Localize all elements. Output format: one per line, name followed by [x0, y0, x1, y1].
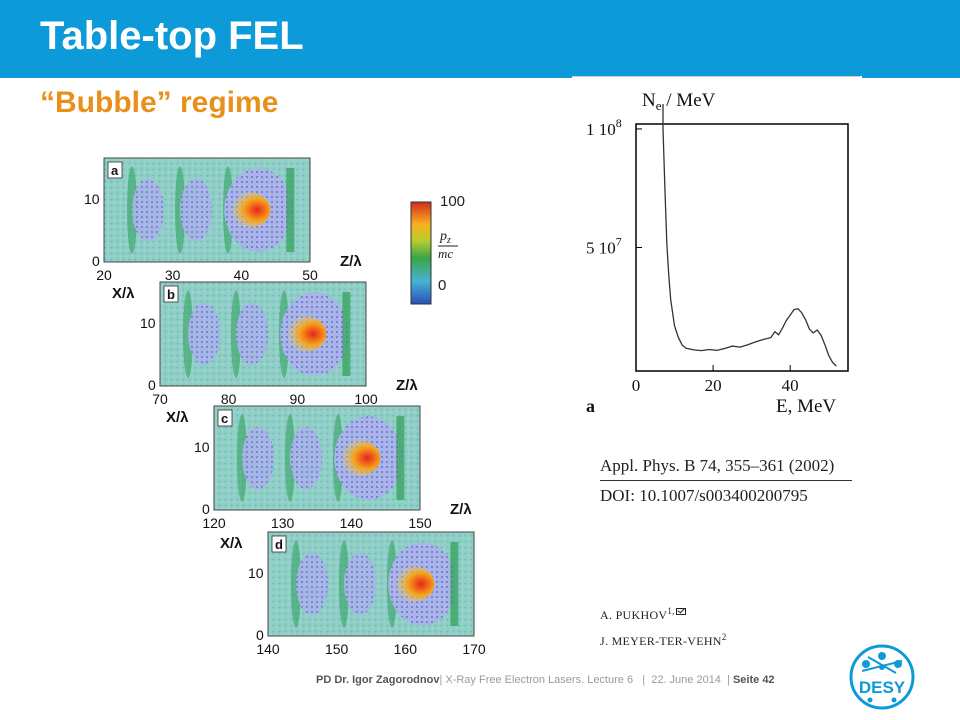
sim-panel-label: d: [275, 537, 283, 552]
sim-y-axis-label: X/λ: [112, 285, 135, 302]
slide-subtitle: “Bubble” regime: [40, 86, 279, 119]
spectrum-x-tick: 20: [705, 376, 722, 395]
sim-x-tick: 150: [325, 641, 349, 657]
colorbar-label-sub: z: [446, 235, 451, 246]
sim-x-tick: 50: [302, 267, 318, 283]
slide-title: Table-top FEL: [40, 14, 304, 58]
sim-x-tick: 140: [256, 641, 280, 657]
sim-y-tick: 10: [248, 565, 264, 581]
sim-x-tick: 160: [394, 641, 418, 657]
sim-y-tick: 10: [84, 191, 100, 207]
spectrum-x-label: E, MeV: [776, 396, 836, 417]
sim-panel-a: a 0 10 20 30 40 50 Z/λ: [84, 157, 362, 283]
author-list: A. PUKHOV1, J. MEYER-TER-VEHN2: [600, 600, 727, 652]
footer-presenter: PD Dr. Igor Zagorodnov: [316, 674, 440, 686]
footer: PD Dr. Igor Zagorodnov| X-Ray Free Elect…: [316, 674, 775, 686]
desy-logo: DESY: [849, 644, 915, 710]
sim-y-tick: 0: [202, 501, 210, 517]
sim-x-tick: 90: [290, 391, 306, 407]
sim-y-tick: 0: [148, 377, 156, 393]
spectrum-y-tick: 1 108: [586, 116, 622, 139]
sim-x-tick: 120: [202, 515, 226, 531]
citation: Appl. Phys. B 74, 355–361 (2002) DOI: 10…: [600, 456, 852, 506]
title-bar: Table-top FEL: [0, 0, 960, 78]
sim-y-tick: 0: [256, 627, 264, 643]
sim-x-axis-label: Z/λ: [340, 253, 362, 270]
spectrum-ticks: 1 108 5 107 0 20 40: [586, 116, 799, 395]
spectrum-y-title: Ne / MeV: [642, 90, 716, 113]
sim-x-tick: 20: [96, 267, 112, 283]
desy-logo-text: DESY: [859, 678, 906, 697]
sim-panel-d: d010140150160170Z/λX/λ: [220, 531, 486, 657]
sim-panel-label: b: [167, 287, 175, 302]
sim-x-tick: 170: [462, 641, 486, 657]
spectrum-x-tick: 0: [632, 376, 641, 395]
sim-x-tick: 100: [354, 391, 378, 407]
sim-x-tick: 130: [271, 515, 295, 531]
sim-y-tick: 10: [194, 439, 210, 455]
sim-x-axis-label: Z/λ: [396, 377, 418, 394]
sim-x-tick: 30: [165, 267, 181, 283]
sim-y-tick: 0: [92, 253, 100, 269]
author-first: A. PUKHOV1,: [600, 600, 727, 626]
citation-journal: Appl. Phys. B 74, 355–361 (2002): [600, 456, 852, 481]
sim-panel-b: b 0 10 70 80 90 100 Z/λ X/λ: [112, 281, 418, 407]
colorbar: [410, 201, 432, 305]
envelope-icon: [675, 606, 686, 615]
colorbar-label-den: mc: [438, 246, 453, 261]
sim-y-tick: 10: [140, 315, 156, 331]
sim-x-tick: 140: [340, 515, 364, 531]
energy-spectrum-chart: Ne / MeV 1 108 5 107 0 20 40 a E, MeV: [572, 76, 862, 426]
sim-x-tick: 40: [234, 267, 250, 283]
spectrum-curve: [662, 104, 837, 367]
sim-panel-label: c: [221, 411, 228, 426]
sim-y-axis-label: X/λ: [166, 409, 189, 426]
sim-panel-c: c 0 10 120 130 140 150 Z/λ X/λ: [166, 405, 472, 531]
colorbar-max-label: 100: [440, 193, 465, 210]
spectrum-y-tick: 5 107: [586, 235, 622, 258]
sim-x-axis-label: Z/λ: [450, 501, 472, 518]
footer-page-number: Seite 42: [732, 674, 775, 686]
sim-x-tick: 80: [221, 391, 237, 407]
citation-doi: DOI: 10.1007/s003400200795: [600, 486, 808, 505]
sim-x-tick: 150: [408, 515, 432, 531]
sim-y-axis-label: X/λ: [220, 535, 243, 552]
footer-lecture: | X-Ray Free Electron Lasers. Lecture 6 …: [439, 674, 730, 686]
author-second: J. MEYER-TER-VEHN2: [600, 632, 727, 648]
spectrum-x-tick: 40: [782, 376, 799, 395]
sim-panel-label: a: [111, 163, 119, 178]
sim-x-tick: 70: [152, 391, 168, 407]
colorbar-min-label: 0: [438, 277, 446, 294]
colorbar-label-num: pz: [439, 229, 451, 246]
spectrum-panel-label: a: [586, 396, 595, 416]
